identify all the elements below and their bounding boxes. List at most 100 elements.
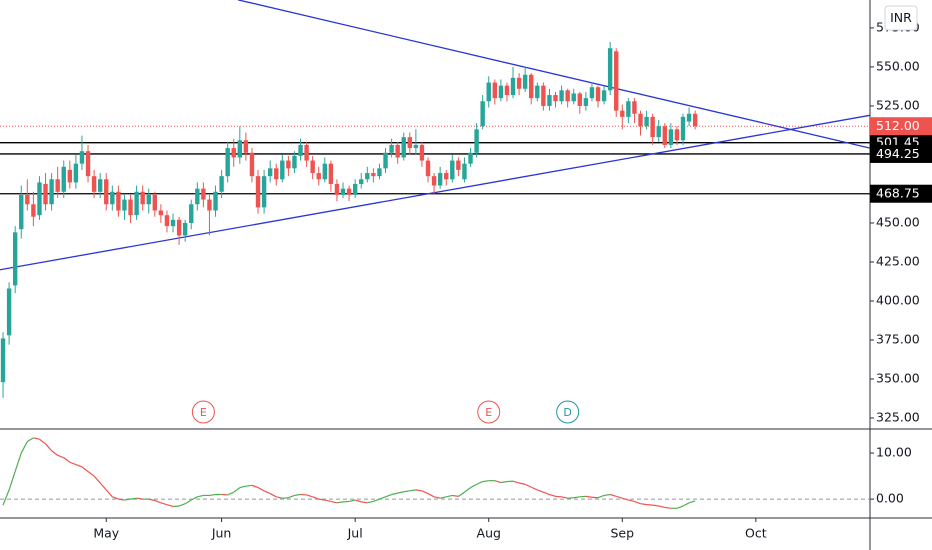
candle-body <box>280 160 285 180</box>
indicator-segment <box>2 489 10 506</box>
y-tick-label: 350.00 <box>876 371 920 386</box>
candle-body <box>559 90 564 102</box>
candle-body <box>267 168 273 177</box>
candle-body <box>589 87 595 99</box>
candle-body <box>389 144 394 153</box>
y-tick-label: 325.00 <box>876 410 920 425</box>
candle-body <box>510 77 516 96</box>
currency-badge[interactable] <box>884 5 918 31</box>
candle-body <box>407 137 413 149</box>
candle-body <box>298 144 303 156</box>
candle-body <box>91 176 97 192</box>
indicator-segment <box>112 496 119 500</box>
candle-body <box>31 204 36 217</box>
candle-body <box>170 219 176 227</box>
indicator-segment <box>209 493 216 497</box>
candle-body <box>680 116 686 141</box>
y-tick-label: 550.00 <box>876 58 920 73</box>
candle-body <box>97 179 103 192</box>
candle-body <box>413 144 419 149</box>
candle-body <box>19 194 24 230</box>
candle-body <box>255 176 261 208</box>
indicator-segment <box>51 450 59 456</box>
indicator-segment <box>251 484 259 489</box>
candle-body <box>292 155 297 169</box>
indicator-segment <box>99 482 107 491</box>
indicator-segment <box>585 495 593 498</box>
indicator-segment <box>118 498 125 501</box>
indicator-segment <box>603 493 611 497</box>
candle-body <box>614 51 619 111</box>
indicator-segment <box>616 495 623 499</box>
indicator-segment <box>105 489 113 498</box>
candle-body <box>431 176 437 186</box>
indicator-segment <box>446 494 453 498</box>
y-tick-label: 400.00 <box>876 292 920 307</box>
candle-body <box>437 173 443 186</box>
event-marker <box>477 400 501 424</box>
candle-body <box>674 129 680 141</box>
event-marker <box>556 400 580 424</box>
candle-body <box>237 140 243 158</box>
indicator-segment <box>130 497 137 500</box>
indicator-segment <box>397 491 404 494</box>
candle-body <box>692 113 698 127</box>
indicator-segment <box>288 494 295 499</box>
indicator-segment <box>318 498 325 501</box>
indicator-segment <box>87 470 95 477</box>
candle-body <box>577 93 582 106</box>
candle-body <box>182 222 188 236</box>
level-label: 468.75 <box>876 186 920 201</box>
indicator-segment <box>75 463 83 468</box>
indicator-segment <box>452 494 459 497</box>
indicator-segment <box>597 494 605 499</box>
candle-body <box>565 90 570 102</box>
x-tick-label: Jul <box>347 526 363 541</box>
indicator-segment <box>433 496 441 499</box>
indicator-segment <box>57 454 64 459</box>
indicator-segment <box>658 505 665 508</box>
candle-body <box>12 232 18 286</box>
candle-body <box>231 148 236 158</box>
indicator-segment <box>476 481 483 485</box>
trendline <box>0 114 871 271</box>
indicator-segment <box>367 500 374 504</box>
x-tick-label: Aug <box>477 526 501 541</box>
candle-body <box>377 168 382 177</box>
candle-body <box>656 126 661 138</box>
candle-body <box>43 183 48 205</box>
x-tick-label: Sep <box>611 526 635 541</box>
candle-body <box>176 219 182 236</box>
indicator-segment <box>233 487 241 493</box>
indicator-segment <box>628 499 635 502</box>
last-price-label: 512.00 <box>876 118 920 133</box>
indicator-y-tick-label: 10.00 <box>876 445 912 460</box>
indicator-segment <box>573 496 580 499</box>
candle-body <box>686 113 692 122</box>
indicator-segment <box>14 452 22 472</box>
candle-body <box>322 163 328 180</box>
candle-body <box>486 82 491 102</box>
y-tick-label: 450.00 <box>876 214 920 229</box>
candle-body <box>346 188 352 195</box>
x-tick-label: Jun <box>211 526 232 541</box>
candle-body <box>425 160 431 177</box>
indicator-segment <box>385 493 392 498</box>
candle-body <box>201 188 206 200</box>
candle-body <box>286 160 291 169</box>
level-label-box <box>870 144 932 163</box>
candle-body <box>304 144 309 161</box>
candle-body <box>595 87 601 102</box>
candle-body <box>352 183 358 195</box>
candle-body <box>444 173 449 180</box>
indicator-segment <box>530 486 538 491</box>
indicator-segment <box>379 496 386 500</box>
indicator-segment <box>190 496 198 501</box>
indicator-segment <box>421 490 429 495</box>
candle-body <box>583 98 589 106</box>
candle-body <box>49 179 54 205</box>
indicator-segment <box>336 501 344 504</box>
candle-body <box>516 77 522 89</box>
candle-body <box>492 82 498 99</box>
